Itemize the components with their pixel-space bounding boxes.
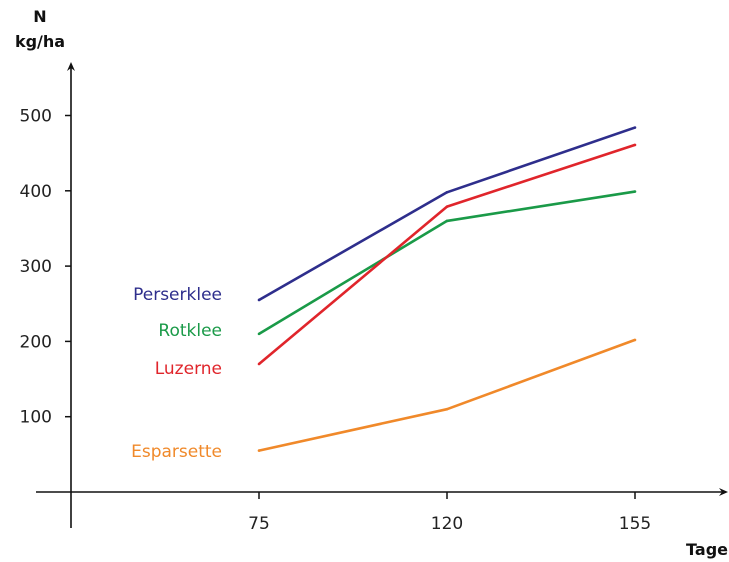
series-line-rotklee	[258, 190, 636, 335]
data-point-luzerne	[633, 143, 637, 147]
data-point-esparsette	[445, 407, 449, 411]
x-axis-label: Tage	[686, 540, 728, 559]
y-ticks: 100 200 300 400 500	[20, 107, 71, 428]
x-tick-label: 120	[431, 514, 463, 534]
data-point-perserklee	[445, 191, 449, 194]
series-label-luzerne: Luzerne	[155, 359, 222, 379]
data-point-rotklee	[257, 332, 261, 336]
data-point-esparsette	[633, 338, 637, 342]
series-line-esparsette	[258, 338, 636, 452]
series-line-perserklee	[258, 126, 636, 302]
data-point-perserklee	[257, 298, 261, 302]
x-tick-label: 155	[619, 514, 651, 534]
y-unit-symbol: N	[33, 7, 46, 26]
y-tick-label: 100	[20, 408, 52, 428]
data-point-luzerne	[445, 205, 449, 208]
data-point-rotklee	[633, 190, 637, 193]
series-labels: Perserklee Rotklee Luzerne Esparsette	[131, 285, 222, 462]
data-point-esparsette	[257, 449, 261, 452]
data-point-perserklee	[633, 126, 637, 129]
y-tick-label: 500	[20, 107, 52, 127]
series-label-perserklee: Perserklee	[133, 285, 222, 305]
y-unit-label: kg/ha	[15, 32, 65, 51]
y-tick-label: 400	[20, 182, 52, 202]
series-lines	[257, 126, 637, 452]
x-ticks: 75 120 155	[248, 492, 651, 534]
x-tick-label: 75	[248, 514, 270, 534]
series-line-luzerne	[258, 143, 636, 365]
y-tick-label: 200	[20, 332, 52, 352]
data-point-rotklee	[445, 219, 449, 223]
series-label-rotklee: Rotklee	[158, 321, 222, 341]
axes	[36, 62, 728, 528]
y-tick-label: 300	[20, 257, 52, 277]
series-label-esparsette: Esparsette	[131, 442, 222, 462]
data-point-luzerne	[257, 362, 261, 366]
